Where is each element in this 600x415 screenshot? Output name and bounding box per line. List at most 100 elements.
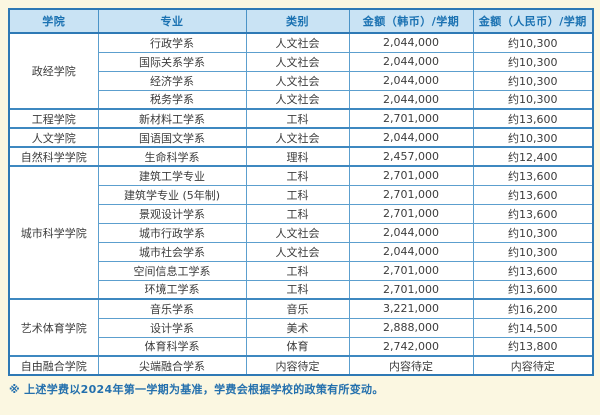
- major-cell: 税务学系: [97, 89, 247, 110]
- header-amount-krw: 金额（韩币）/学期: [348, 8, 474, 34]
- amount-rmb-cell: 约13,800: [472, 336, 594, 357]
- amount-krw-cell: 2,044,000: [348, 222, 474, 243]
- amount-rmb-cell: 约10,300: [472, 127, 594, 148]
- category-cell: 理科: [245, 146, 350, 167]
- major-cell: 城市行政学系: [97, 222, 247, 243]
- amount-rmb-cell: 约10,300: [472, 32, 594, 53]
- category-cell: 工科: [245, 165, 350, 186]
- college-cell: 艺术体育学院: [8, 298, 99, 357]
- major-cell: 国语国文学系: [97, 127, 247, 148]
- major-cell: 行政学系: [97, 32, 247, 53]
- table-row: 设计学系 美术 2,888,000 约14,500: [9, 317, 594, 338]
- category-cell: 工科: [245, 184, 350, 205]
- major-cell: 经济学系: [97, 70, 247, 91]
- amount-rmb-cell: 约12,400: [472, 146, 594, 167]
- table-row: 政经学院 行政学系 人文社会 2,044,000 约10,300: [8, 32, 594, 110]
- category-cell: 人文社会: [245, 32, 350, 53]
- amount-rmb-cell: 约10,300: [472, 89, 594, 110]
- amount-krw-cell: 2,888,000: [348, 317, 474, 338]
- major-cell: 生命科学系: [97, 146, 247, 167]
- table-row: 环境工学系 工科 2,701,000 约13,600: [9, 279, 594, 300]
- amount-rmb-cell: 约10,300: [472, 51, 594, 72]
- table-row: 国际关系学系 人文社会 2,044,000 约10,300: [9, 51, 594, 72]
- amount-rmb-cell: 约10,300: [472, 222, 594, 243]
- category-cell: 工科: [245, 108, 350, 129]
- amount-krw-cell: 2,701,000: [348, 108, 474, 129]
- college-cell: 自然科学学院: [8, 146, 99, 167]
- amount-krw-cell: 2,044,000: [348, 241, 474, 262]
- category-cell: 体育: [245, 336, 350, 357]
- amount-krw-cell: 2,044,000: [348, 89, 474, 110]
- table-row: 建筑学专业 (5年制) 工科 2,701,000 约13,600: [9, 184, 594, 205]
- major-cell: 音乐学系: [97, 298, 247, 319]
- amount-rmb-cell: 约13,600: [472, 260, 594, 281]
- header-row: 学院 专业 类别 金额（韩币）/学期 金额（人民币）/学期: [8, 8, 594, 34]
- category-cell: 工科: [245, 203, 350, 224]
- category-cell: 人文社会: [245, 241, 350, 262]
- table-row: 城市社会学系 人文社会 2,044,000 约10,300: [9, 241, 594, 262]
- table-row: 税务学系 人文社会 2,044,000 约10,300: [9, 89, 594, 110]
- page-container: 学院 专业 类别 金额（韩币）/学期 金额（人民币）/学期 政经学院 行政学系 人文…: [8, 8, 594, 396]
- major-cell: 尖端融合学系: [97, 355, 247, 376]
- major-cell: 环境工学系: [97, 279, 247, 300]
- amount-krw-cell: 3,221,000: [348, 298, 474, 319]
- amount-rmb-cell: 约16,200: [472, 298, 594, 319]
- amount-rmb-cell: 约13,600: [472, 165, 594, 186]
- category-cell: 人文社会: [245, 222, 350, 243]
- amount-rmb-cell: 约13,600: [472, 279, 594, 300]
- major-cell: 新材料工学系: [97, 108, 247, 129]
- major-cell: 空间信息工学系: [97, 260, 247, 281]
- table-row: 工程学院 新材料工学系 工科 2,701,000 约13,600: [8, 108, 594, 129]
- category-cell: 美术: [245, 317, 350, 338]
- amount-rmb-cell: 约14,500: [472, 317, 594, 338]
- major-cell: 城市社会学系: [97, 241, 247, 262]
- major-cell: 景观设计学系: [97, 203, 247, 224]
- table-row: 城市科学学院 建筑工学专业 工科 2,701,000 约13,600: [8, 165, 594, 300]
- amount-rmb-cell: 内容待定: [472, 355, 594, 376]
- college-cell: 工程学院: [8, 108, 99, 129]
- amount-rmb-cell: 约10,300: [472, 241, 594, 262]
- table-row: 自由融合学院 尖端融合学系 内容待定 内容待定 内容待定: [8, 355, 594, 376]
- header-category: 类别: [245, 8, 350, 34]
- header-amount-rmb: 金额（人民币）/学期: [472, 8, 594, 34]
- category-cell: 人文社会: [245, 70, 350, 91]
- college-cell: 人文学院: [8, 127, 99, 148]
- category-cell: 音乐: [245, 298, 350, 319]
- amount-krw-cell: 2,044,000: [348, 32, 474, 53]
- table-row: 城市行政学系 人文社会 2,044,000 约10,300: [9, 222, 594, 243]
- table-row: 自然科学学院 生命科学系 理科 2,457,000 约12,400: [8, 146, 594, 167]
- major-cell: 体育科学系: [97, 336, 247, 357]
- category-cell: 人文社会: [245, 51, 350, 72]
- amount-krw-cell: 2,742,000: [348, 336, 474, 357]
- table-row: 空间信息工学系 工科 2,701,000 约13,600: [9, 260, 594, 281]
- amount-krw-cell: 2,701,000: [348, 184, 474, 205]
- amount-krw-cell: 2,044,000: [348, 127, 474, 148]
- amount-rmb-cell: 约13,600: [472, 108, 594, 129]
- amount-krw-cell: 内容待定: [348, 355, 474, 376]
- table-row: 景观设计学系 工科 2,701,000 约13,600: [9, 203, 594, 224]
- college-cell: 城市科学学院: [8, 165, 99, 300]
- college-cell: 自由融合学院: [8, 355, 99, 376]
- category-cell: 人文社会: [245, 89, 350, 110]
- amount-krw-cell: 2,044,000: [348, 70, 474, 91]
- table-row: 体育科学系 体育 2,742,000 约13,800: [9, 336, 594, 357]
- major-cell: 设计学系: [97, 317, 247, 338]
- amount-krw-cell: 2,701,000: [348, 165, 474, 186]
- tuition-fee-table: 学院 专业 类别 金额（韩币）/学期 金额（人民币）/学期 政经学院 行政学系 人文…: [8, 8, 594, 376]
- amount-rmb-cell: 约10,300: [472, 70, 594, 91]
- category-cell: 工科: [245, 279, 350, 300]
- category-cell: 人文社会: [245, 127, 350, 148]
- category-cell: 工科: [245, 260, 350, 281]
- category-cell: 内容待定: [245, 355, 350, 376]
- amount-krw-cell: 2,701,000: [348, 203, 474, 224]
- amount-krw-cell: 2,044,000: [348, 51, 474, 72]
- table-body: 政经学院 行政学系 人文社会 2,044,000 约10,300 国际关系学系 人文社会 2,…: [8, 32, 594, 376]
- amount-krw-cell: 2,701,000: [348, 260, 474, 281]
- table-row: 艺术体育学院 音乐学系 音乐 3,221,000 约16,200: [8, 298, 594, 357]
- college-cell: 政经学院: [8, 32, 99, 110]
- major-cell: 建筑学专业 (5年制): [97, 184, 247, 205]
- footnote: ※ 上述学费以2024年第一学期为基准，学费会根据学校的政策有所变动。: [9, 383, 384, 396]
- major-cell: 国际关系学系: [97, 51, 247, 72]
- header-college: 学院: [8, 8, 99, 34]
- amount-krw-cell: 2,457,000: [348, 146, 474, 167]
